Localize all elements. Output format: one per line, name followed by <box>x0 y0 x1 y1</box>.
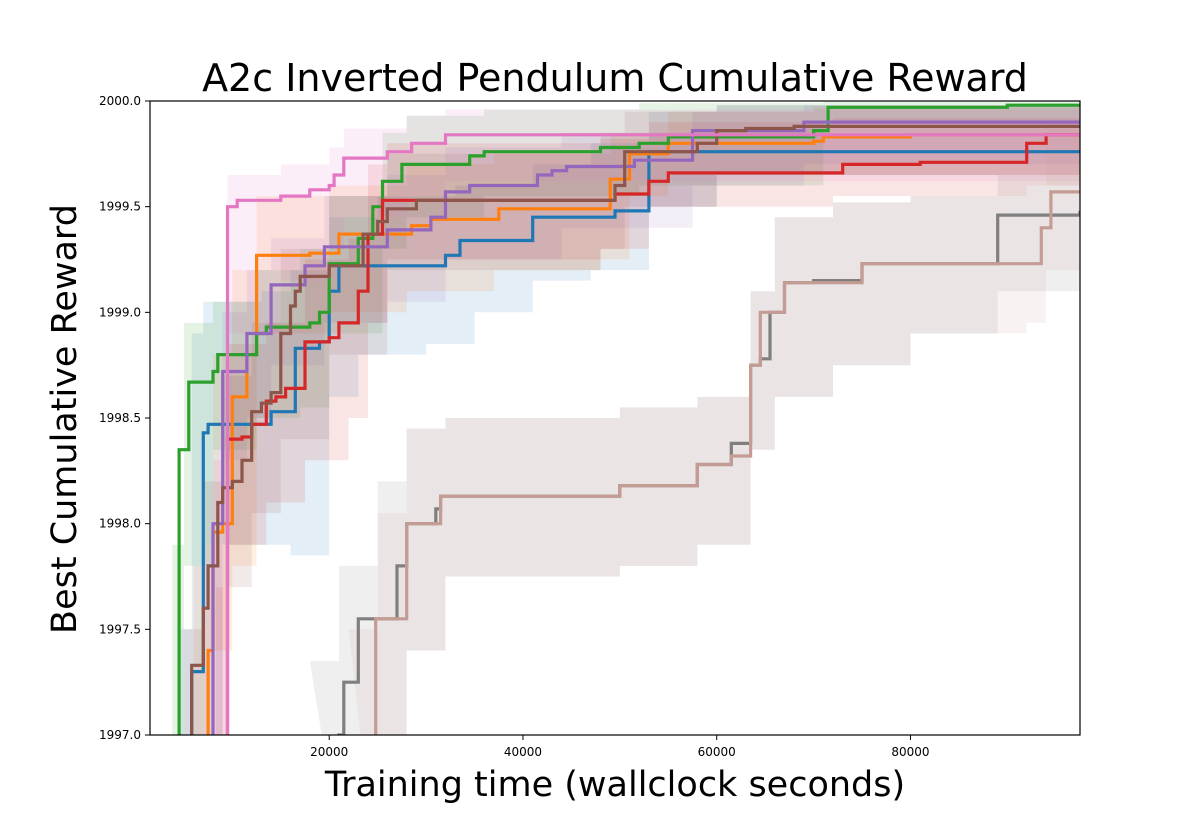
y-tick-label: 1999.0 <box>99 305 141 319</box>
series-9-line <box>374 190 1080 735</box>
x-axis-label: Training time (wallclock seconds) <box>324 765 905 805</box>
x-tick-label: 20000 <box>310 745 348 759</box>
series-6-line <box>190 124 1080 735</box>
series-8-band <box>309 164 1080 735</box>
series-1-band <box>179 105 1080 735</box>
confidence-bands <box>172 101 1080 735</box>
series-6-band <box>183 103 1080 735</box>
series-lines <box>177 103 1080 735</box>
y-tick-label: 1999.5 <box>99 200 141 214</box>
y-tick-label: 1997.0 <box>99 728 141 742</box>
series-3-line <box>177 103 1080 735</box>
x-tick-label: 80000 <box>891 745 929 759</box>
y-tick-label: 2000.0 <box>99 94 141 108</box>
series-5-line <box>211 120 1080 735</box>
series-4-line <box>225 133 1080 735</box>
y-axis-label: Best Cumulative Reward <box>45 204 85 634</box>
x-tick-label: 40000 <box>504 745 542 759</box>
chart-title: A2c Inverted Pendulum Cumulative Reward <box>202 56 1028 100</box>
y-tick-label: 1998.5 <box>99 411 141 425</box>
series-4-band <box>215 107 1080 735</box>
y-tick-label: 1998.0 <box>99 517 141 531</box>
series-7-line <box>225 133 1080 735</box>
series-9-band <box>348 111 1080 735</box>
series-2-band <box>193 105 1080 735</box>
y-axis: 1997.0 1997.5 1998.0 1998.5 1999.0 1999.5 2000… <box>99 94 150 742</box>
x-tick-label: 60000 <box>698 745 736 759</box>
x-axis: 20000 40000 60000 80000 <box>310 735 930 759</box>
series-7-band <box>213 107 1080 735</box>
y-tick-label: 1997.5 <box>99 622 141 636</box>
series-5-band <box>203 105 1080 735</box>
